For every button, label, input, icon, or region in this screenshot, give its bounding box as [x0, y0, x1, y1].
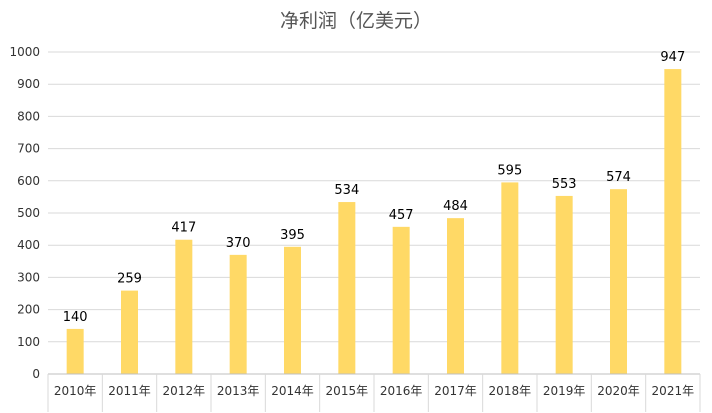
y-tick-label: 800 [17, 109, 40, 123]
bar-2020年 [610, 189, 627, 374]
bar-2014年 [284, 246, 301, 374]
x-tick-label: 2010年 [54, 384, 97, 398]
data-label: 370 [226, 236, 251, 251]
data-label: 140 [63, 310, 88, 325]
x-tick-label: 2014年 [271, 384, 314, 398]
bar-2019年 [555, 195, 573, 374]
x-tick-label: 2011年 [108, 384, 151, 398]
x-tick-label: 2012年 [163, 384, 206, 398]
bars [66, 69, 682, 374]
y-tick-label: 700 [17, 142, 40, 156]
y-tick-label: 1000 [9, 45, 40, 59]
bar-2011年 [121, 290, 138, 374]
y-tick-label: 900 [17, 77, 40, 91]
bar-2010年 [66, 328, 84, 374]
data-label: 947 [660, 50, 685, 65]
data-label: 595 [497, 163, 522, 178]
x-tick-label: 2018年 [489, 384, 532, 398]
y-axis: 0 100 200 300 400 500 600 700 800 900 1000 [9, 45, 40, 381]
data-label: 417 [171, 221, 196, 236]
bar-2018年 [501, 182, 519, 374]
y-tick-label: 600 [17, 174, 40, 188]
x-tick-label: 2015年 [326, 384, 369, 398]
bar-2017年 [447, 218, 464, 374]
chart-title: 净利润（亿美元） [279, 10, 432, 32]
bar-2013年 [229, 254, 247, 374]
data-label: 457 [389, 208, 414, 223]
data-label: 574 [606, 170, 631, 185]
gridlines [48, 51, 700, 375]
data-label: 553 [552, 177, 577, 192]
x-tick-label: 2017年 [434, 384, 477, 398]
data-labels: 140 259 417 370 395 534 457 484 595 553 574 947 [63, 50, 685, 325]
bar-2015年 [338, 202, 356, 374]
x-tick-label: 2016年 [380, 384, 423, 398]
y-tick-label: 100 [17, 335, 40, 349]
bar-2021年 [664, 69, 682, 374]
x-tick-label: 2019年 [543, 384, 586, 398]
y-tick-label: 300 [17, 270, 40, 284]
data-label: 395 [280, 228, 305, 243]
y-tick-label: 500 [17, 206, 40, 220]
bar-2016年 [392, 226, 410, 374]
x-tick-label: 2020年 [597, 384, 640, 398]
y-tick-label: 200 [17, 303, 40, 317]
y-tick-label: 0 [32, 367, 40, 381]
x-tick-label: 2021年 [652, 384, 695, 398]
bar-2012年 [175, 239, 193, 374]
x-axis: 2010年 2011年 2012年 2013年 2014年 2015年 2016年 2017年… [47, 373, 701, 412]
data-label: 534 [334, 183, 359, 198]
data-label: 484 [443, 199, 468, 214]
data-label: 259 [117, 272, 142, 287]
x-tick-label: 2013年 [217, 384, 260, 398]
y-tick-label: 400 [17, 238, 40, 252]
